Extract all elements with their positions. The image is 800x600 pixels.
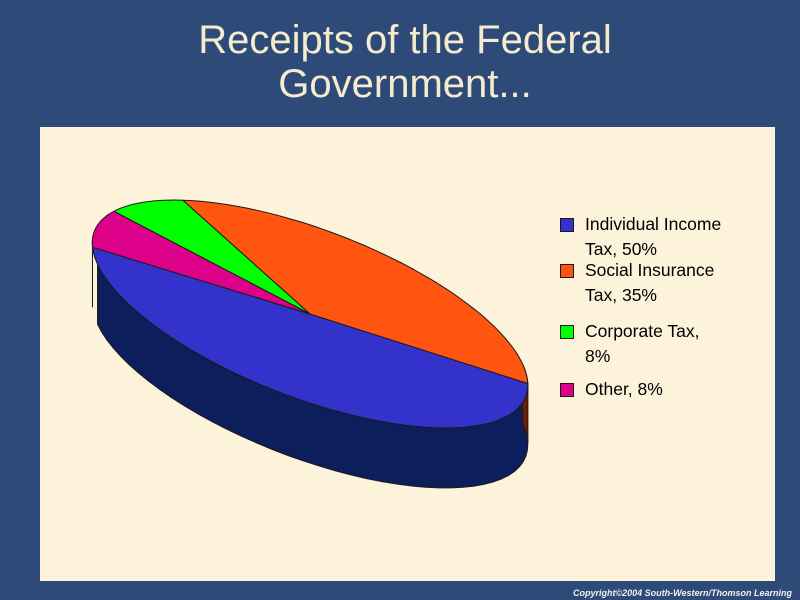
slide-title-line-2: Government...	[278, 62, 532, 106]
pie-slice-social-insurance-tax	[182, 199, 529, 384]
plot-area: Individual Income Tax, 50% Social Insura…	[40, 127, 775, 581]
pie-chart	[91, 199, 529, 489]
slide-title: Receipts of the Federal Government...	[0, 18, 800, 106]
slide-title-line-1: Receipts of the Federal	[198, 18, 612, 62]
legend-label-social-insurance-tax: Social Insurance Tax, 35%	[585, 260, 715, 305]
legend-swatch-other	[560, 383, 574, 397]
legend-label-corporate-tax: Corporate Tax, 8%	[585, 321, 700, 366]
copyright-notice: Copyright©2004 South-Western/Thomson Lea…	[573, 588, 792, 598]
legend-swatch-social-insurance-tax	[560, 264, 574, 278]
legend-label-individual-income-tax: Individual Income Tax, 50%	[585, 214, 722, 259]
pie-top-faces	[91, 199, 529, 429]
pie-slice-other	[91, 210, 311, 315]
legend-swatch-individual-income-tax	[560, 218, 574, 232]
legend-label-other: Other, 8%	[585, 379, 663, 399]
legend-swatch-corporate-tax	[560, 325, 574, 339]
pie-slice-individual-income-tax	[92, 246, 529, 429]
pie-slice-corporate-tax	[113, 199, 311, 315]
